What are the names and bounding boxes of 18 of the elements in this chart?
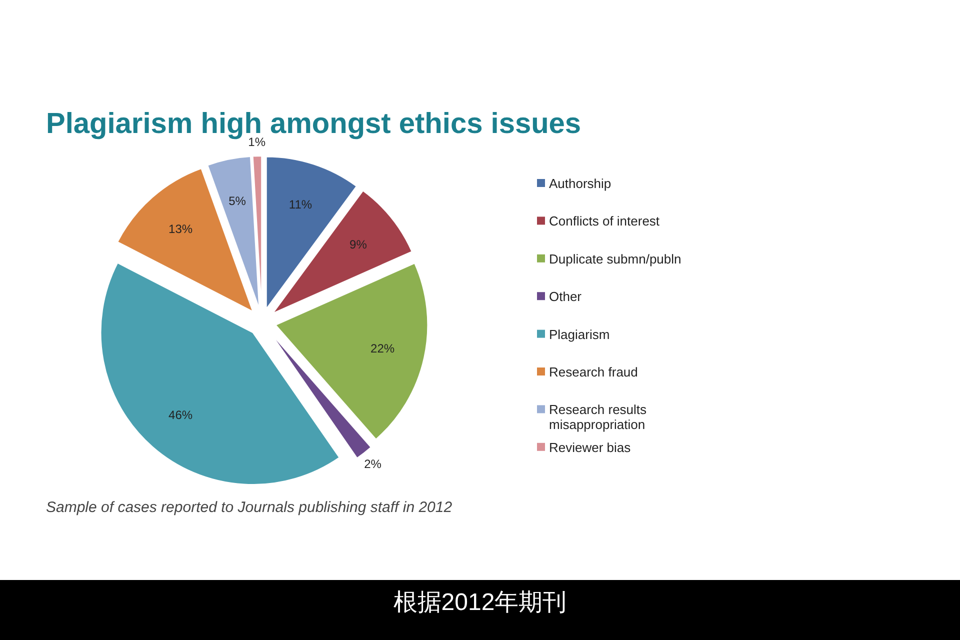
text: 根据2012年期刊 <box>393 589 567 616</box>
legend-label: Other <box>549 289 582 304</box>
legend-label: Authorship <box>549 176 612 191</box>
legend-label: Duplicate submn/publn <box>549 251 682 266</box>
data-label: 46% <box>168 408 193 422</box>
data-label: 13% <box>168 222 193 236</box>
legend-label: Plagiarism <box>549 326 610 342</box>
legend-label: Reviewer bias <box>549 440 632 455</box>
data-label: 2% <box>364 456 382 471</box>
legend-label: Conflicts of interest <box>549 214 660 229</box>
legend-label: Research results misappropriation <box>549 402 648 432</box>
data-label: 22% <box>370 341 395 356</box>
data-label: 1% <box>248 135 266 150</box>
legend-label: Research fraud <box>549 364 638 380</box>
data-label: 9% <box>350 238 368 252</box>
data-label: 5% <box>228 194 246 208</box>
data-label: 11% <box>288 198 312 212</box>
text: Sample of cases reported to Journals publishing staff in 2012 <box>46 499 453 516</box>
